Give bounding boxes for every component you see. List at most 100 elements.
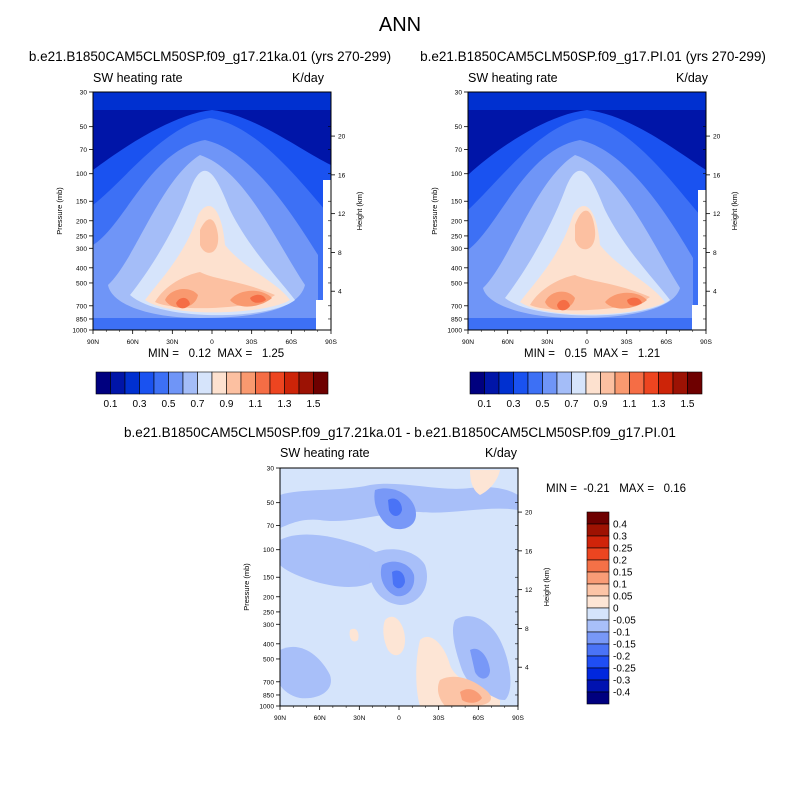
panel2-contour-field: [468, 92, 706, 330]
panel3-ytick-label: 1000: [259, 704, 274, 711]
panel3-xtick-label: 0: [397, 715, 401, 722]
panel1-variable-label: SW heating rate: [93, 71, 183, 85]
panel2-ytick-label: 1000: [447, 328, 462, 335]
panel3-min-value: -0.21: [583, 483, 610, 495]
panel3-xtick-label: 30N: [353, 715, 365, 722]
panel2-min-max: MIN = 0.15 MAX = 1.21: [524, 348, 660, 360]
panel3-ytick-label: 100: [263, 547, 274, 554]
panel3-colorbar-swatch: [586, 571, 610, 585]
panel3-colorbar-label: -0.2: [613, 652, 631, 663]
panel2-colorbar-swatch: [571, 371, 587, 395]
panel2-colorbar-swatch: [542, 371, 558, 395]
panel2-variable-label: SW heating rate: [468, 71, 558, 85]
panel3-ytick-label: 70: [267, 523, 275, 530]
panel2-y2tick-label: 20: [713, 134, 721, 141]
panel2-ytick-label: 150: [451, 199, 462, 206]
panel2-colorbar-swatch: [600, 371, 616, 395]
panel1-case-title: b.e21.B1850CAM5CLM50SP.f09_g17.21ka.01 (…: [28, 49, 392, 64]
panel2-ytick-label: 850: [451, 316, 462, 323]
panel2-units-label: K/day: [676, 71, 708, 85]
panel3-colorbar-label: -0.1: [613, 628, 631, 639]
panel1-y2tick-label: 12: [338, 211, 346, 218]
panel1-colorbar-label: 0.3: [133, 399, 147, 410]
panel1-colorbar-label: 1.3: [278, 399, 292, 410]
panel1-max-value: 1.25: [261, 348, 285, 360]
panel1-ytick-label: 1000: [72, 328, 87, 335]
panel1-colorbar-swatch: [139, 371, 155, 395]
panel3-colorbar-swatch: [586, 679, 610, 693]
panel1-colorbar-label: 0.1: [104, 399, 118, 410]
panel2-ytick-label: 250: [451, 233, 462, 240]
panel2-colorbar-swatch: [643, 371, 659, 395]
panel2-colorbar-label: 1.3: [652, 399, 666, 410]
panel3-max-value: 0.16: [663, 483, 687, 495]
panel1-colorbar-swatch: [168, 371, 184, 395]
panel3-colorbar-label: -0.15: [613, 640, 636, 651]
panel2-y2tick-label: 8: [713, 250, 717, 257]
panel3-ytick-label: 400: [263, 641, 274, 648]
panel2-colorbar-swatch: [629, 371, 645, 395]
panel2-min-label: MIN =: [524, 348, 555, 360]
panel1-colorbar-label: 0.9: [220, 399, 234, 410]
panel2-colorbar-swatch: [672, 371, 688, 395]
panel1-y2tick-label: 8: [338, 250, 342, 257]
panel2-min-value: 0.15: [564, 348, 587, 360]
panel3-ytick-label: 850: [263, 692, 274, 699]
panel1-colorbar-swatch: [124, 371, 140, 395]
panel2-xtick-label: 60S: [660, 339, 672, 346]
panel2-ytick-label: 30: [455, 90, 463, 97]
panel2-case-title: b.e21.B1850CAM5CLM50SP.f09_g17.PI.01 (yr…: [420, 49, 766, 64]
panel1-ytick-label: 250: [76, 233, 87, 240]
panel3-xtick-label: 60S: [472, 715, 484, 722]
panel3-axes: 30 50 70 100 150 200 250 300 400 500 700 850 1000 20 1…: [242, 466, 551, 723]
panel1-ytick-label: 70: [80, 147, 88, 154]
panel1-ytick-label: 300: [76, 246, 87, 253]
panel1-colorbar-swatch: [284, 371, 300, 395]
panel1-colorbar-label: 1.1: [249, 399, 263, 410]
panel3-colorbar-swatch: [586, 559, 610, 573]
panel1-min-max: MIN = 0.12 MAX = 1.25: [148, 348, 284, 360]
panel3-colorbar-label: 0.05: [613, 592, 633, 603]
panel1-colorbar-swatch: [255, 371, 271, 395]
panel3-colorbar-swatch: [586, 655, 610, 669]
panel3-ytick-label: 300: [263, 622, 274, 629]
panel3-colorbar-swatch: [586, 511, 610, 525]
panel2-ytick-label: 100: [451, 171, 462, 178]
panel2-colorbar-swatch: [527, 371, 543, 395]
panel3-y2tick-label: 20: [525, 510, 533, 517]
panel1-xtick-label: 60N: [127, 339, 139, 346]
panel2-colorbar-label: 1.5: [681, 399, 695, 410]
panel1-colorbar-swatch: [269, 371, 285, 395]
panel1-ytick-label: 50: [80, 124, 88, 131]
panel1-colorbar-swatch: [240, 371, 256, 395]
panel2-xtick-label: 30S: [621, 339, 633, 346]
panel3-ytick-label: 30: [267, 466, 275, 473]
panel3-xtick-label: 90S: [512, 715, 524, 722]
panel3-colorbar-swatch: [586, 547, 610, 561]
panel2-xtick-label: 0: [585, 339, 589, 346]
panel3-colorbar-swatch: [586, 607, 610, 621]
panel1-max-label: MAX =: [217, 348, 253, 360]
panel2-xtick-label: 60N: [502, 339, 514, 346]
panel3-colorbar-swatch: [586, 583, 610, 597]
panel2-colorbar-swatch: [556, 371, 572, 395]
panel3-ytick-label: 700: [263, 679, 274, 686]
panel2-colorbar-swatch: [585, 371, 601, 395]
panel2-ytick-label: 70: [455, 147, 463, 154]
panel3-min-label: MIN =: [546, 483, 577, 495]
panel2-max-value: 1.21: [637, 348, 661, 360]
panel1-colorbar-swatch: [211, 371, 227, 395]
panel2-y2tick-label: 4: [713, 289, 717, 296]
panel2-colorbar-swatch: [614, 371, 630, 395]
panel3-colorbar-label: 0.2: [613, 556, 627, 567]
panel3-contour-field: [280, 468, 518, 706]
panel3-colorbar-label: -0.05: [613, 616, 636, 627]
panel2-colorbar-label: 0.3: [507, 399, 521, 410]
panel1-colorbar-swatch: [153, 371, 169, 395]
panel3-colorbar: 0.40.30.250.20.150.10.050-0.05-0.1-0.15-…: [586, 511, 636, 705]
panel3-ytick-label: 50: [267, 500, 275, 507]
panel3-colorbar-label: 0.15: [613, 568, 633, 579]
panel2-max-label: MAX =: [593, 348, 629, 360]
panel1-colorbar-label: 1.5: [307, 399, 321, 410]
panel3-colorbar-label: -0.4: [613, 688, 631, 699]
